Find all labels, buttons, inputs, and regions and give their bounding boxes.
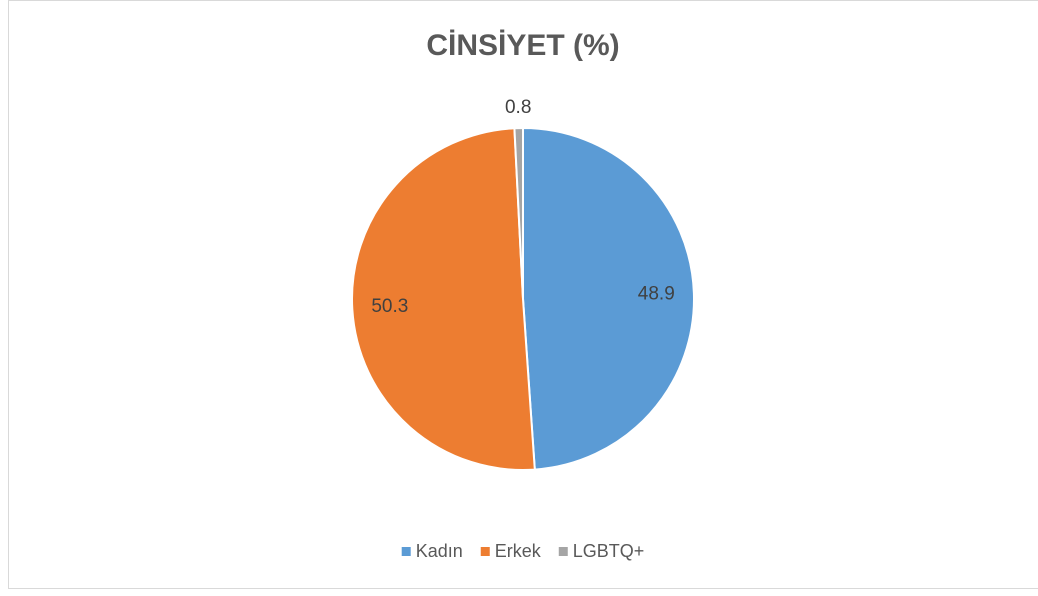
legend-label: Kadın	[416, 541, 463, 561]
legend-swatch	[558, 547, 568, 556]
legend-swatch	[480, 547, 490, 556]
pie-slice	[513, 126, 524, 300]
pie-slice	[522, 126, 696, 471]
legend-swatch	[401, 547, 411, 556]
chart-title: CİNSİYET (%)	[426, 29, 619, 62]
legend-label: LGBTQ+	[573, 541, 645, 561]
pie-slice	[351, 127, 536, 471]
data-label: 0.8	[505, 97, 531, 118]
data-label: 50.3	[371, 296, 408, 317]
data-label: 48.9	[638, 283, 675, 304]
legend-label: Erkek	[495, 541, 542, 561]
